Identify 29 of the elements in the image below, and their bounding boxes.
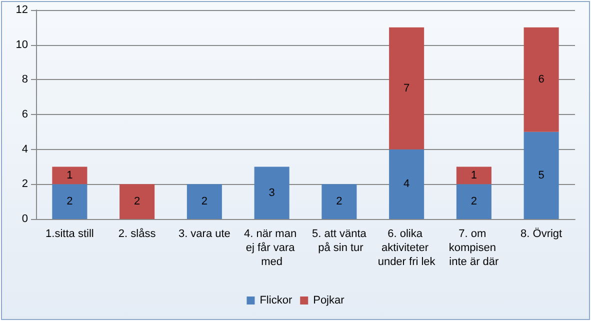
y-tick-label: 10 — [16, 38, 28, 51]
x-tick-label: 4. när man ej får vara med — [244, 228, 300, 268]
y-tick-label: 2 — [22, 178, 28, 190]
data-label: 2 — [66, 196, 73, 208]
data-label: 1 — [66, 169, 73, 182]
y-tick-label: 0 — [22, 213, 28, 225]
y-tick-label: 4 — [22, 143, 28, 156]
x-tick-label: 7. om kompisen inte är där — [448, 228, 500, 268]
data-label: 6 — [538, 74, 544, 86]
x-tick-label: 8. Övrigt — [520, 227, 562, 240]
data-label: 2 — [201, 196, 208, 208]
data-label: 1 — [470, 169, 477, 182]
y-tick-label: 6 — [22, 108, 28, 120]
y-tick-label: 8 — [22, 74, 28, 86]
x-tick-label: 6. olika aktiviteter under fri lek — [378, 228, 436, 268]
legend-label: Flickor — [260, 294, 292, 306]
x-tick-label: 2. slåss — [118, 228, 156, 240]
y-tick-label: 12 — [16, 4, 28, 16]
data-label: 3 — [268, 186, 275, 199]
data-label: 2 — [470, 196, 477, 208]
x-tick-label: 1.sitta still — [46, 228, 94, 240]
data-label: 4 — [404, 178, 410, 190]
data-label: 2 — [134, 196, 140, 208]
data-label: 5 — [538, 169, 544, 182]
x-tick-label: 5. att vänta på sin tur — [312, 228, 368, 254]
data-label: 2 — [336, 196, 342, 208]
legend-label: Pojkar — [313, 294, 345, 306]
data-label: 7 — [404, 82, 410, 94]
x-tick-label: 3. vara ute — [178, 228, 230, 240]
